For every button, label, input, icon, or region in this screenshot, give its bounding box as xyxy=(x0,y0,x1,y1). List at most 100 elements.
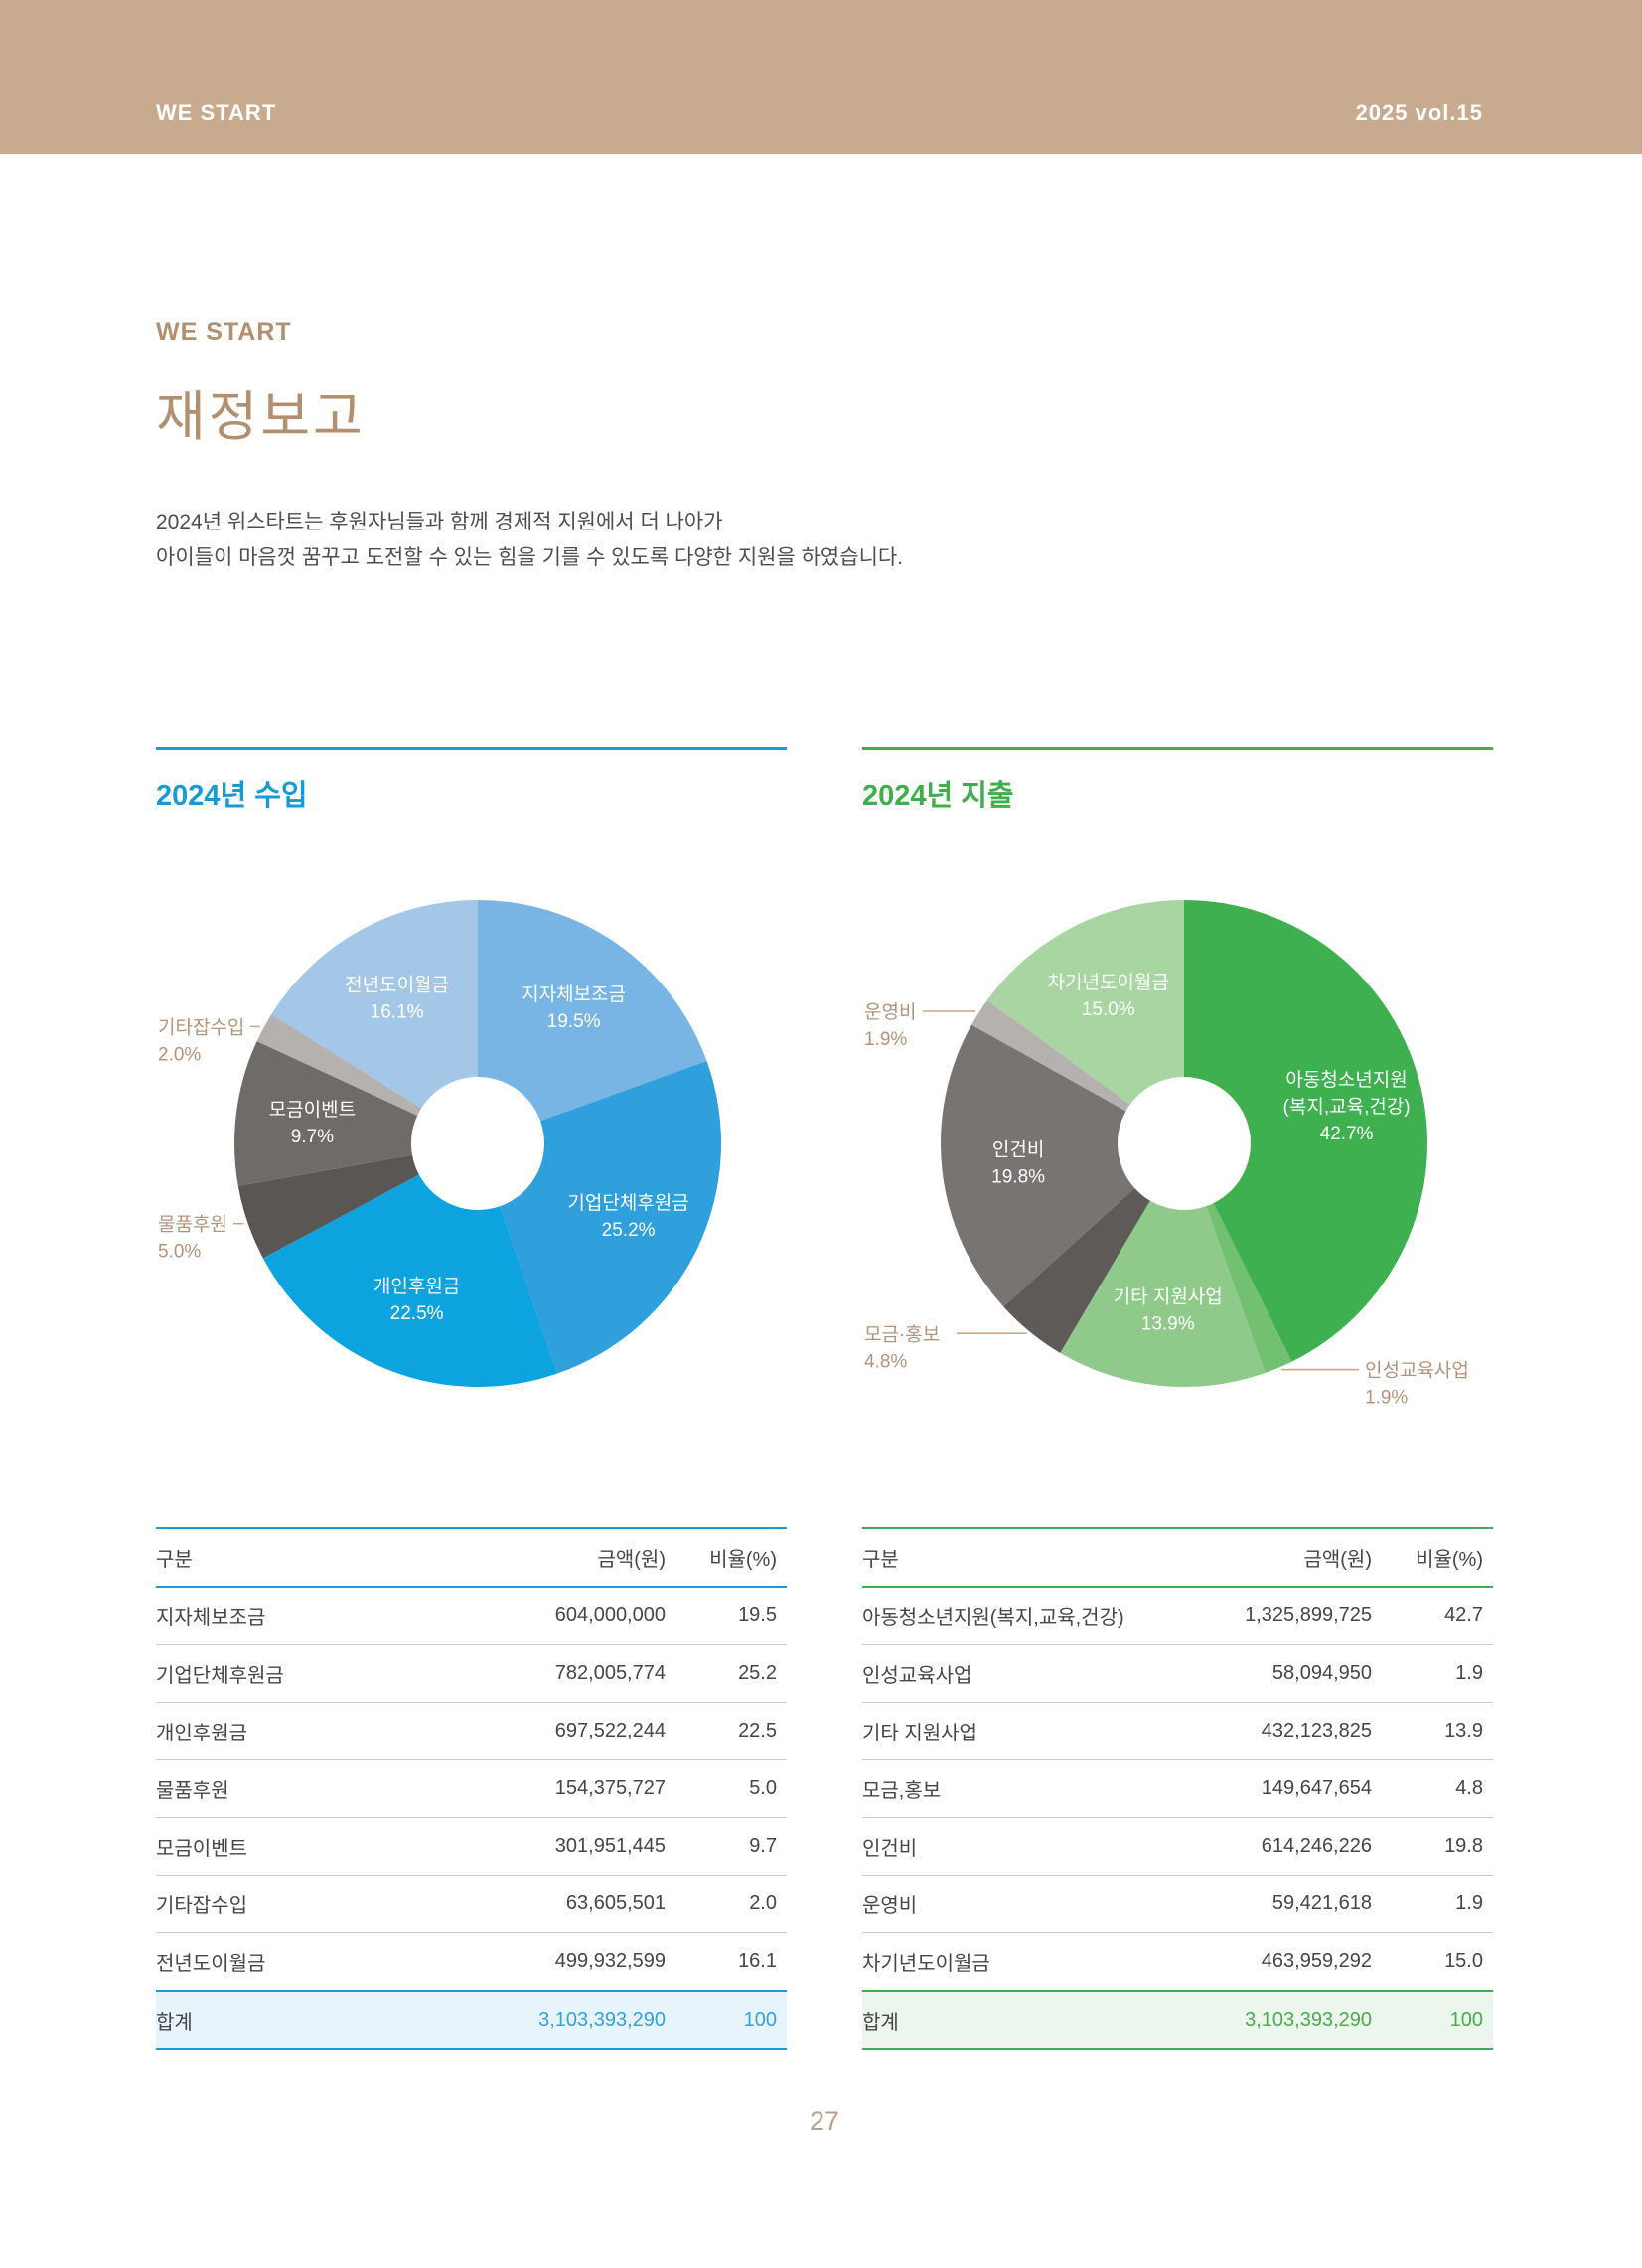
expense-table: 구분 금액(원) 비율(%) 아동청소년지원(복지,교육,건강) 1,325,89… xyxy=(862,1527,1493,2050)
row-ratio: 2.0 xyxy=(666,1875,787,1933)
row-category: 지자체보조금 xyxy=(156,1587,412,1645)
table-row: 기업단체후원금 782,005,774 25.2 xyxy=(156,1644,787,1703)
expense-section-title: 2024년 지출 xyxy=(862,780,1014,812)
header-brand: WE START xyxy=(156,100,277,125)
table-row: 전년도이월금 499,932,599 16.1 xyxy=(156,1933,787,1992)
income-col-amount: 금액(원) xyxy=(411,1527,666,1588)
row-category: 아동청소년지원(복지,교육,건강) xyxy=(862,1587,1206,1645)
income-total-label: 합계 xyxy=(156,1990,412,2050)
expense-accent-rule xyxy=(862,747,1493,750)
header-bar: WE START 2025 vol.15 xyxy=(0,0,1642,154)
row-ratio: 25.2 xyxy=(666,1644,787,1703)
row-amount: 154,375,727 xyxy=(411,1759,666,1818)
income-accent-rule xyxy=(156,747,787,750)
income-col-category: 구분 xyxy=(156,1527,412,1588)
pie-slice xyxy=(940,1024,1135,1307)
row-amount: 463,959,292 xyxy=(1261,1950,1372,1972)
row-amount: 697,522,244 xyxy=(411,1702,666,1760)
pie-slice xyxy=(1206,1203,1292,1374)
header-issue-number: 2025 vol.15 xyxy=(1355,100,1483,125)
pie-slice-label: 차기년도이월금 15.0% xyxy=(1048,972,1169,1020)
row-category: 기타 지원사업 xyxy=(862,1702,1206,1760)
pie-slice xyxy=(271,900,478,1109)
expense-total-amount: 3,103,393,290 xyxy=(1205,1990,1372,2050)
row-ratio: 1.9 xyxy=(1372,1875,1493,1933)
row-amount: 149,647,654 xyxy=(1205,1759,1372,1818)
pie-slice-label: 지자체보조금 19.5% xyxy=(522,983,626,1032)
table-row: 기타잡수입 63,605,501 2.0 xyxy=(156,1875,787,1933)
pie-slice xyxy=(233,1041,418,1186)
table-row: 인건비 614,246,226 19.8 xyxy=(862,1817,1493,1876)
income-section-title: 2024년 수입 xyxy=(156,780,308,812)
row-ratio: 22.5 xyxy=(666,1702,787,1760)
pie-slice xyxy=(971,999,1130,1112)
row-ratio: 19.8 xyxy=(1372,1817,1493,1876)
pie-slice-callout-label: 기타잡수입 2.0% xyxy=(158,1016,244,1065)
row-amount: 432,123,825 xyxy=(1205,1702,1372,1760)
expense-total-label: 합계 xyxy=(862,1990,1206,2050)
row-ratio: 9.7 xyxy=(666,1817,787,1876)
table-row: 운영비 59,421,618 1.9 xyxy=(862,1875,1493,1933)
row-category: 전년도이월금 xyxy=(156,1953,266,1975)
pie-slice xyxy=(499,1061,722,1374)
pie-slice-callout-label: 인성교육사업 1.9% xyxy=(1365,1360,1469,1409)
expense-col-amount: 금액(원) xyxy=(1205,1527,1372,1588)
income-col-ratio: 비율(%) xyxy=(666,1527,787,1588)
pie-slice-label: 전년도이월금 16.1% xyxy=(345,975,449,1023)
pie-slice xyxy=(1003,1187,1150,1353)
expense-donut-svg: 아동청소년지원 (복지,교육,건강) 42.7% 인성교육사업 1.9% 기타 지원사업 1… xyxy=(864,900,1469,1409)
page-title: 재정보고 xyxy=(156,387,366,447)
two-column-layout: 2024년 수입 지자체보조금 19.5% 기업단체후원금 25.2% 개인후원금 22.… xyxy=(156,747,1493,2050)
row-category: 모금이벤트 xyxy=(156,1817,412,1876)
pie-slice xyxy=(237,1154,419,1259)
pie-slice-callout-label: 모금·홍보 4.8% xyxy=(864,1323,940,1372)
income-table-header-row: 구분 금액(원) 비율(%) xyxy=(156,1527,787,1588)
row-ratio: 16.1 xyxy=(738,1950,777,1972)
table-row: 모금,홍보 149,647,654 4.8 xyxy=(862,1759,1493,1818)
pie-slice xyxy=(262,1174,558,1387)
section-eyebrow: WE START xyxy=(156,318,292,346)
row-amount: 301,951,445 xyxy=(411,1817,666,1876)
row-category: 개인후원금 xyxy=(156,1702,412,1760)
expense-col-ratio: 비율(%) xyxy=(1372,1527,1493,1588)
expense-donut-chart: 아동청소년지원 (복지,교육,건강) 42.7% 인성교육사업 1.9% 기타 지원사업 1… xyxy=(862,855,1493,1432)
row-category: 차기년도이월금 xyxy=(862,1953,990,1975)
expense-total-ratio: 100 xyxy=(1372,1990,1493,2050)
income-donut-chart: 지자체보조금 19.5% 기업단체후원금 25.2% 개인후원금 22.5% 물품후원 5.0… xyxy=(156,855,787,1432)
row-amount: 59,421,618 xyxy=(1205,1875,1372,1933)
pie-slice-label: 모금이벤트 9.7% xyxy=(269,1099,356,1147)
expense-table-header-row: 구분 금액(원) 비율(%) xyxy=(862,1527,1493,1588)
row-amount: 604,000,000 xyxy=(411,1587,666,1645)
expense-col-category: 구분 xyxy=(862,1527,1206,1588)
pie-slice-label: 인건비 19.8% xyxy=(991,1139,1045,1188)
pie-slice-label: 아동청소년지원 (복지,교육,건강) 42.7% xyxy=(1283,1069,1411,1144)
income-total-ratio: 100 xyxy=(666,1990,787,2050)
row-category: 물품후원 xyxy=(156,1759,412,1818)
row-category: 인건비 xyxy=(862,1817,1206,1876)
row-category: 운영비 xyxy=(862,1875,1206,1933)
row-category: 기업단체후원금 xyxy=(156,1644,412,1703)
income-section: 2024년 수입 지자체보조금 19.5% 기업단체후원금 25.2% 개인후원금 22.… xyxy=(156,747,787,2050)
row-category: 기타잡수입 xyxy=(156,1875,412,1933)
row-ratio: 15.0 xyxy=(1444,1950,1483,1972)
intro-paragraph: 2024년 위스타트는 후원자님들과 함께 경제적 지원에서 더 나아가 아이들… xyxy=(156,505,1493,576)
income-donut-svg: 지자체보조금 19.5% 기업단체후원금 25.2% 개인후원금 22.5% 물품후원 5.0… xyxy=(158,900,722,1387)
table-row: 인성교육사업 58,094,950 1.9 xyxy=(862,1644,1493,1703)
table-row: 개인후원금 697,522,244 22.5 xyxy=(156,1702,787,1760)
row-amount: 614,246,226 xyxy=(1205,1817,1372,1876)
income-total-row: 합계 3,103,393,290 100 xyxy=(156,1990,787,2050)
table-row: 물품후원 154,375,727 5.0 xyxy=(156,1759,787,1818)
pie-slice-callout-label: 운영비 1.9% xyxy=(864,1001,916,1050)
page-number: 27 xyxy=(809,2106,840,2136)
row-ratio: 13.9 xyxy=(1372,1702,1493,1760)
row-amount: 1,325,899,725 xyxy=(1205,1587,1372,1645)
pie-slice xyxy=(1184,900,1428,1362)
pie-slice-label: 개인후원금 22.5% xyxy=(373,1276,460,1324)
pie-slice-label: 기업단체후원금 25.2% xyxy=(567,1192,688,1241)
pie-slice-callout-label: 물품후원 5.0% xyxy=(158,1214,227,1263)
page-content: WE START 재정보고 2024년 위스타트는 후원자님들과 함께 경제적 … xyxy=(0,318,1642,2137)
income-total-amount: 3,103,393,290 xyxy=(411,1990,666,2050)
table-row: 지자체보조금 604,000,000 19.5 xyxy=(156,1587,787,1645)
row-amount: 499,932,599 xyxy=(554,1950,666,1972)
row-ratio: 1.9 xyxy=(1372,1644,1493,1703)
